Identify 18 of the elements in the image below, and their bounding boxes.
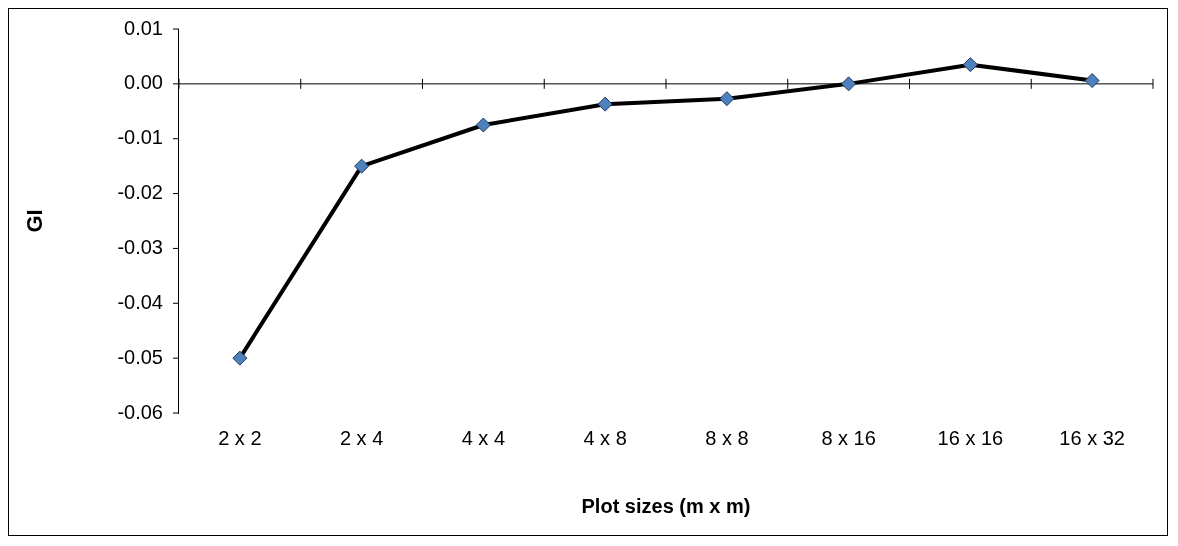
x-tick-label: 4 x 8 xyxy=(583,426,627,449)
y-tick-label: -0.06 xyxy=(117,400,163,423)
x-tick-label: 2 x 2 xyxy=(218,426,262,449)
x-axis-title: Plot sizes (m x m) xyxy=(581,494,751,517)
x-tick-label: 8 x 8 xyxy=(705,426,749,449)
x-tick-label: 16 x 32 xyxy=(1059,426,1125,449)
y-tick-label: 0.00 xyxy=(124,71,163,94)
y-axis-title: GI xyxy=(22,209,48,233)
y-tick-label: -0.02 xyxy=(117,181,163,204)
y-tick-label: 0.01 xyxy=(124,16,163,39)
y-tick-label: -0.03 xyxy=(117,235,163,258)
x-tick-label: 16 x 16 xyxy=(937,426,1004,449)
x-tick-label: 2 x 4 xyxy=(339,426,384,449)
y-tick-label: -0.01 xyxy=(117,126,163,149)
x-tick-label: 8 x 16 xyxy=(821,426,876,449)
x-tick-label: 4 x 4 xyxy=(461,426,506,449)
y-tick-label: -0.04 xyxy=(117,290,163,313)
y-tick-label: -0.05 xyxy=(117,345,163,368)
